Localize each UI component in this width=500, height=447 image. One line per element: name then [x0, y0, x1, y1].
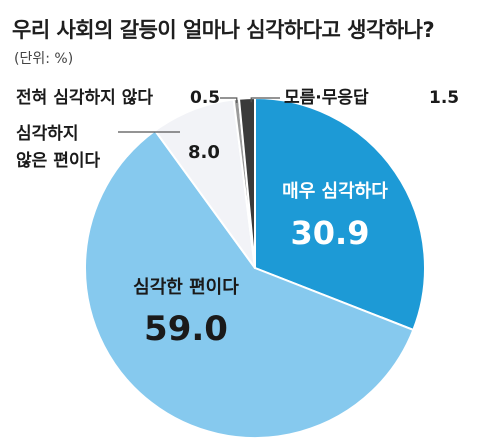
slice-value-serious: 59.0 [144, 309, 228, 349]
pie-slice-very-serious [254, 97, 426, 331]
leader-line-not-at-all [220, 97, 238, 103]
slice-label-not-serious-line1: 심각하지 [16, 124, 79, 144]
slice-value-very-serious: 30.9 [291, 214, 370, 252]
slice-label-not-at-all: 전혀 심각하지 않다 [16, 88, 153, 108]
slice-label-not-serious-line2: 않은 편이다 [16, 151, 100, 171]
slice-label-very-serious: 매우 심각하다 [282, 181, 388, 202]
leader-line-dont-know [250, 97, 280, 103]
slice-value-not-at-all: 0.5 [190, 88, 220, 108]
slice-label-dont-know: 모름·무응답 [284, 88, 369, 108]
slice-value-dont-know: 1.5 [429, 88, 459, 108]
slice-value-not-serious: 8.0 [188, 142, 220, 163]
chart-title: 우리 사회의 갈등이 얼마나 심각하다고 생각하나? [12, 18, 435, 42]
pie-slice-serious [83, 129, 415, 440]
slice-label-serious: 심각한 편이다 [133, 277, 239, 298]
unit-label: (단위: %) [14, 51, 74, 67]
